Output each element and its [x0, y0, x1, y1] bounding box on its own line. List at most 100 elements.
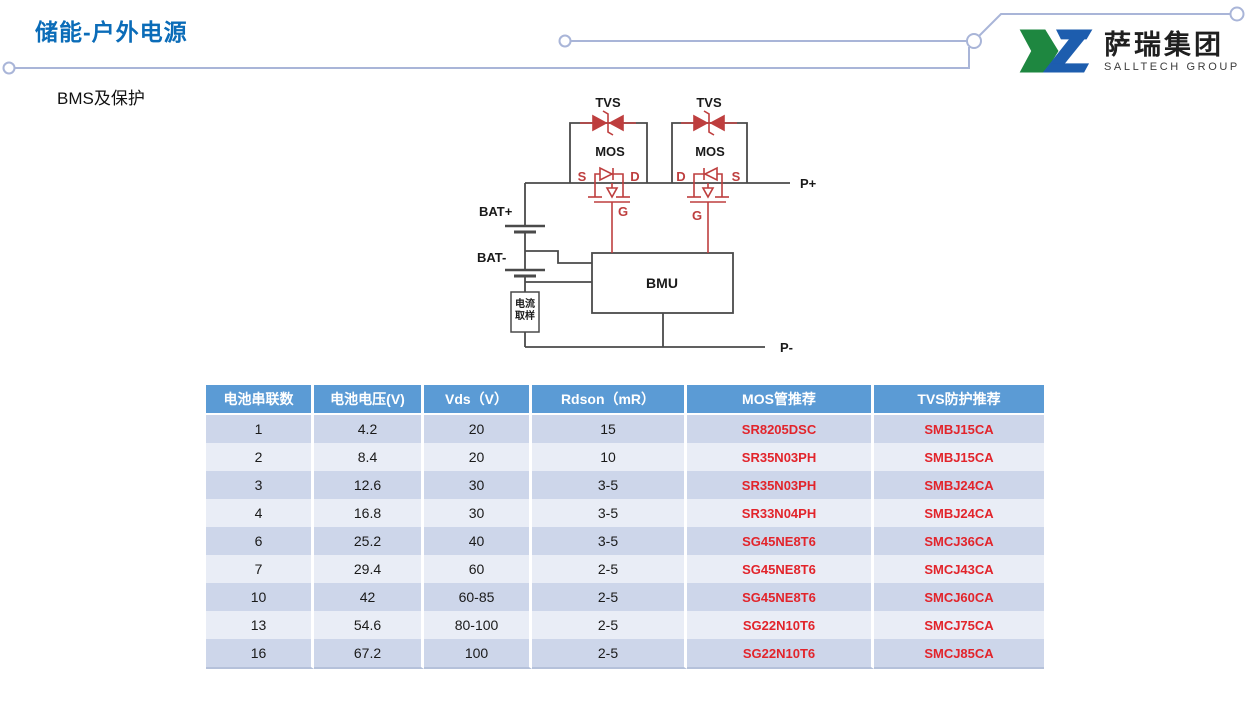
- table-cell: SG45NE8T6: [687, 583, 874, 611]
- table-cell: 67.2: [314, 639, 424, 669]
- table-cell: SR33N04PH: [687, 499, 874, 527]
- table-cell: 10: [206, 583, 314, 611]
- table-row: 3 12.6 30 3-5 SR35N03PH SMBJ24CA: [206, 471, 1044, 499]
- pack-plus-label: P+: [800, 176, 817, 191]
- table-row: 2 8.4 20 10 SR35N03PH SMBJ15CA: [206, 443, 1044, 471]
- table-row: 16 67.2 100 2-5 SG22N10T6 SMCJ85CA: [206, 639, 1044, 669]
- table-cell: 2-5: [532, 583, 687, 611]
- table-cell: 15: [532, 415, 687, 443]
- table-cell: 12.6: [314, 471, 424, 499]
- table-cell: SR35N03PH: [687, 471, 874, 499]
- table-cell: 2-5: [532, 555, 687, 583]
- mos1-gate-label: G: [618, 204, 628, 219]
- col-header-tvs: TVS防护推荐: [874, 385, 1044, 415]
- table-cell: 1: [206, 415, 314, 443]
- table-cell: 10: [532, 443, 687, 471]
- decor-lines: [2, 6, 1245, 75]
- table-cell: SMBJ24CA: [874, 499, 1044, 527]
- col-header-rdson: Rdson（mR）: [532, 385, 687, 415]
- decor-circle: [558, 34, 572, 48]
- table-cell: 7: [206, 555, 314, 583]
- logo-company-subname: SALLTECH GROUP: [1104, 60, 1240, 73]
- pack-minus-label: P-: [780, 340, 793, 355]
- table-row: 10 42 60-85 2-5 SG45NE8T6 SMCJ60CA: [206, 583, 1044, 611]
- decor-circle: [2, 61, 16, 75]
- table-cell: 25.2: [314, 527, 424, 555]
- table-cell: 3: [206, 471, 314, 499]
- table-cell: SMCJ75CA: [874, 611, 1044, 639]
- mos2-source-label: S: [732, 169, 741, 184]
- mos1-source-label: S: [578, 169, 587, 184]
- table-cell: SR8205DSC: [687, 415, 874, 443]
- table-cell: SG22N10T6: [687, 611, 874, 639]
- section-title: BMS及保护: [57, 89, 145, 108]
- page-title: 储能-户外电源: [35, 19, 188, 45]
- logo-mark-icon: [1019, 29, 1093, 73]
- bmu-label: BMU: [646, 275, 678, 291]
- company-logo: 萨瑞集团 SALLTECH GROUP: [1018, 24, 1240, 78]
- mosfet-icon: [588, 166, 630, 253]
- mos1-drain-label: D: [630, 169, 639, 184]
- table-cell: 54.6: [314, 611, 424, 639]
- table-cell: 13: [206, 611, 314, 639]
- tvs-diode-icon: [580, 110, 636, 136]
- table-cell: SMCJ43CA: [874, 555, 1044, 583]
- table-cell: 16: [206, 639, 314, 669]
- table-cell: SMCJ85CA: [874, 639, 1044, 669]
- table-cell: 30: [424, 471, 532, 499]
- table-cell: 20: [424, 415, 532, 443]
- table-row: 6 25.2 40 3-5 SG45NE8T6 SMCJ36CA: [206, 527, 1044, 555]
- table-cell: 29.4: [314, 555, 424, 583]
- table-cell: SMBJ24CA: [874, 471, 1044, 499]
- table-cell: 30: [424, 499, 532, 527]
- col-header-vds: Vds（V）: [424, 385, 532, 415]
- table-cell: SMBJ15CA: [874, 443, 1044, 471]
- table-header-row: 电池串联数 电池电压(V) Vds（V） Rdson（mR） MOS管推荐 TV…: [206, 385, 1044, 415]
- tvs-diode-icon: [681, 110, 737, 136]
- decor-line: [978, 13, 1230, 37]
- table-cell: 16.8: [314, 499, 424, 527]
- table-row: 13 54.6 80-100 2-5 SG22N10T6 SMCJ75CA: [206, 611, 1044, 639]
- current-sample-label-1: 电流: [515, 297, 535, 310]
- table-cell: 2-5: [532, 611, 687, 639]
- table-cell: 2-5: [532, 639, 687, 669]
- col-header-voltage: 电池电压(V): [314, 385, 424, 415]
- table-cell: SG22N10T6: [687, 639, 874, 669]
- logo-text: 萨瑞集团 SALLTECH GROUP: [1104, 30, 1240, 73]
- table-row: 4 16.8 30 3-5 SR33N04PH SMBJ24CA: [206, 499, 1044, 527]
- decor-circle: [966, 33, 982, 49]
- bms-circuit-diagram: TVS TVS MOS MOS BAT+ BAT- BMU 电流 取样 P+ P…: [477, 95, 817, 355]
- logo-company-name: 萨瑞集团: [1104, 29, 1224, 60]
- table-cell: SMBJ15CA: [874, 415, 1044, 443]
- tvs1-label: TVS: [595, 95, 621, 110]
- decor-line: [15, 47, 970, 69]
- bat-minus-label: BAT-: [477, 250, 506, 265]
- current-sample-box: [510, 291, 540, 333]
- col-header-mos: MOS管推荐: [687, 385, 874, 415]
- col-header-series-count: 电池串联数: [206, 385, 314, 415]
- table-cell: 4.2: [314, 415, 424, 443]
- table-row: 7 29.4 60 2-5 SG45NE8T6 SMCJ43CA: [206, 555, 1044, 583]
- decor-circle: [1229, 6, 1245, 22]
- bat-plus-label: BAT+: [479, 204, 513, 219]
- tvs2-label: TVS: [696, 95, 722, 110]
- table-cell: 40: [424, 527, 532, 555]
- table-cell: SMCJ60CA: [874, 583, 1044, 611]
- table-cell: SG45NE8T6: [687, 555, 874, 583]
- table-body: 1 4.2 20 15 SR8205DSC SMBJ15CA 2 8.4 20 10 SR35N03…: [206, 415, 1044, 669]
- table-cell: SG45NE8T6: [687, 527, 874, 555]
- table-cell: 20: [424, 443, 532, 471]
- mos1-label: MOS: [595, 144, 625, 159]
- current-sample-label-2: 取样: [515, 309, 535, 322]
- table-cell: 4: [206, 499, 314, 527]
- table-cell: 3-5: [532, 527, 687, 555]
- mosfet-icon: [687, 166, 729, 253]
- table-cell: 100: [424, 639, 532, 669]
- table-cell: SR35N03PH: [687, 443, 874, 471]
- mos2-gate-label: G: [692, 208, 702, 223]
- recommendation-table: 电池串联数 电池电压(V) Vds（V） Rdson（mR） MOS管推荐 TV…: [206, 385, 1044, 669]
- table-cell: 80-100: [424, 611, 532, 639]
- table-cell: 2: [206, 443, 314, 471]
- mos2-label: MOS: [695, 144, 725, 159]
- table-cell: 42: [314, 583, 424, 611]
